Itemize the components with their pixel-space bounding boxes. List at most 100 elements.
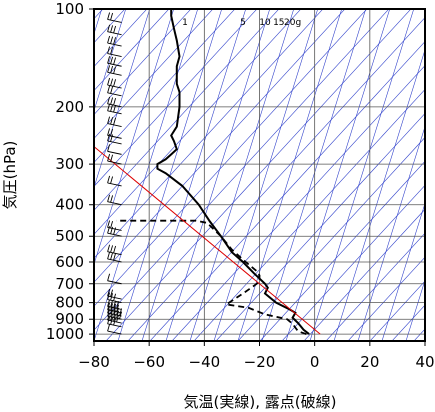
moist-adiabat-line [333, 48, 425, 341]
sounding-series [94, 9, 321, 335]
adiabat-line [391, 304, 425, 341]
wind-barb [107, 77, 122, 89]
y-tick-label: 400 [55, 196, 84, 214]
mixing-ratio-label: 10 [259, 18, 271, 28]
wind-barb [119, 9, 122, 10]
moist-adiabat-line [430, 0, 435, 341]
moist-adiabat-line [357, 125, 425, 341]
wind-barb [107, 194, 122, 206]
adiabat-line [94, 9, 236, 163]
y-tick-label: 1000 [46, 325, 84, 343]
y-tick-label: 700 [55, 275, 84, 293]
wind-barb [107, 288, 122, 300]
adiabat-line [303, 208, 425, 341]
mixing-ratio-label: 1 [182, 18, 188, 28]
x-tick-label: 0 [310, 353, 320, 371]
reference-line [94, 146, 321, 335]
x-tick-label: −80 [78, 353, 110, 371]
wind-barb [107, 128, 122, 139]
mixing-ratio-labels: 1 5 10 15 20g [182, 18, 301, 28]
wind-barb [107, 46, 122, 57]
adiabat-line [259, 160, 425, 341]
wind-barb [107, 116, 122, 128]
adiabat-line [281, 184, 425, 341]
adiabat-line [193, 89, 425, 341]
x-axis-title: 気温(実線), 露点(破線) [184, 393, 337, 411]
adiabat-line [94, 9, 324, 259]
wind-barb [107, 299, 122, 310]
wind-barb [107, 35, 122, 47]
y-tick-label: 600 [55, 253, 84, 271]
wind-barb [107, 153, 122, 165]
wind-barb [107, 96, 122, 108]
moist-adiabat-line [117, 9, 223, 341]
mixing-ratio-label: 5 [240, 18, 246, 28]
wind-barb [107, 144, 122, 155]
moist-adiabat-line [94, 9, 175, 266]
wind-barb [107, 133, 122, 145]
adiabat-line [94, 9, 368, 307]
adiabat-line [127, 17, 425, 341]
adiabat-line [94, 9, 104, 20]
adiabat-line [237, 136, 425, 341]
moist-adiabat-line [141, 9, 247, 341]
wind-barb [107, 56, 122, 67]
moist-adiabat-line [94, 9, 127, 112]
adiabat-line [94, 9, 280, 211]
x-tick-label: −60 [133, 353, 165, 371]
y-tick-label: 200 [55, 98, 84, 116]
moist-adiabat-line [285, 9, 391, 341]
wind-barb [107, 85, 122, 97]
adiabat-line [105, 9, 412, 341]
wind-barb [107, 12, 122, 23]
mixing-ratio-label: 20g [284, 18, 301, 28]
x-axis-ticks: −80 −60 −40 −20 0 20 40 [78, 341, 435, 371]
adiabat-line [94, 9, 192, 115]
grid-lines [93, 8, 426, 341]
wind-barb [107, 273, 122, 285]
wind-barb [107, 323, 122, 335]
wind-barb [107, 251, 122, 263]
wind-barb [107, 175, 122, 187]
y-tick-label: 500 [55, 227, 84, 245]
x-tick-label: 40 [415, 353, 434, 371]
wind-barb [107, 24, 122, 36]
x-tick-label: −40 [189, 353, 221, 371]
adiabat-line [215, 112, 425, 341]
adiabat-line [94, 9, 214, 139]
adiabat-line [94, 9, 258, 187]
adiabat-line [149, 41, 425, 341]
dewpoint-line [116, 219, 307, 335]
temperature-line [156, 9, 310, 335]
y-axis-title: 気圧(hPa) [1, 141, 19, 210]
adiabat-line [347, 256, 425, 341]
y-tick-label: 800 [55, 294, 84, 312]
moist-adiabat-line [189, 9, 295, 341]
wind-barb [107, 244, 122, 256]
adiabat-line [94, 9, 126, 44]
x-tick-label: −20 [244, 353, 276, 371]
moist-adiabat-line [237, 9, 343, 341]
adiabat-line [325, 232, 425, 341]
moist-adiabat-line [165, 9, 271, 341]
moist-adiabat-line [381, 202, 425, 341]
moist-adiabat-line [94, 9, 151, 189]
adiabat-line [94, 9, 148, 68]
y-tick-label: 900 [55, 310, 84, 328]
y-tick-label: 300 [55, 155, 84, 173]
moist-adiabat-line [405, 279, 425, 341]
wind-barb [107, 103, 122, 115]
wind-barbs [107, 9, 123, 335]
wind-barb [107, 220, 122, 231]
adiabat-line [171, 65, 425, 341]
wind-barb [107, 65, 122, 76]
adiabat-line [94, 9, 170, 91]
moist-adiabat-line [213, 9, 319, 341]
moist-adiabat-line [261, 9, 367, 341]
moist-adiabat-line [309, 9, 415, 341]
x-tick-label: 20 [360, 353, 379, 371]
y-tick-label: 100 [55, 0, 84, 18]
mixing-ratio-label: 15 [273, 18, 284, 28]
